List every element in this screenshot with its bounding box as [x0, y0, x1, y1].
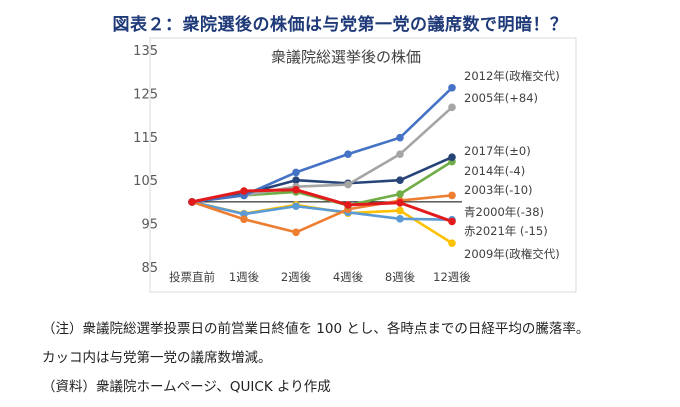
notes: （注）衆議院総選挙投票日の前営業日終値を 100 とし、各時点までの日経平均の騰… — [42, 316, 672, 400]
series-label: 2014年(-4) — [464, 164, 525, 178]
y-axis: 85 95 105 115 125 135 — [133, 44, 158, 276]
data-point — [240, 187, 248, 195]
data-point — [240, 215, 248, 224]
series-line — [190, 194, 454, 234]
data-point — [396, 198, 404, 207]
line-chart: 衆議院総選挙後の株価 85 95 105 115 125 135 投票直前 1週後 2週後 4週… — [133, 37, 577, 293]
figure-title: 図表２：衆院選後の株価は与党第一党の議席数で明暗！？ — [112, 15, 568, 35]
data-point — [448, 239, 456, 247]
data-point — [448, 191, 456, 200]
data-point — [448, 103, 456, 112]
series-line — [190, 86, 454, 204]
series-label: 2003年(-10) — [464, 183, 533, 197]
series-label: 2009年(政権交代) — [464, 247, 560, 261]
x-tick-label: 1週後 — [229, 270, 260, 284]
data-point — [344, 180, 352, 189]
data-point — [344, 150, 352, 158]
data-point — [448, 217, 456, 226]
data-point — [292, 168, 300, 177]
data-point — [396, 176, 404, 184]
data-point — [396, 206, 404, 215]
data-point — [188, 198, 196, 206]
data-point — [292, 185, 300, 194]
series-0 — [188, 83, 456, 206]
data-point — [240, 210, 248, 218]
series-6 — [188, 185, 456, 226]
x-tick-label: 8週後 — [385, 270, 416, 284]
data-point — [448, 153, 456, 161]
x-tick-label: 12週後 — [433, 270, 471, 284]
data-point — [292, 176, 300, 184]
series-line — [190, 188, 454, 223]
chart-title: 衆議院総選挙後の株価 — [271, 48, 421, 66]
y-tick-label: 95 — [141, 218, 158, 233]
series-layer — [188, 83, 456, 247]
series-line — [190, 105, 454, 204]
x-tick-label: 2週後 — [281, 270, 312, 284]
data-point — [396, 150, 404, 158]
data-point — [448, 83, 456, 92]
series-label: 青2000年(-38) — [464, 205, 544, 219]
data-point — [396, 133, 404, 142]
series-1 — [188, 103, 456, 206]
x-tick-label: 投票直前 — [169, 270, 215, 284]
data-point — [292, 202, 300, 211]
series-7 — [188, 198, 456, 247]
series-label: 2017年(±0) — [464, 144, 531, 158]
y-tick-label: 85 — [141, 261, 158, 276]
plot-area-border — [149, 37, 577, 293]
note-3: （資料）衆議院ホームページ、QUICK より作成 — [42, 379, 331, 395]
note-2: カッコ内は与党第一党の議席数増減。 — [42, 350, 272, 366]
x-tick-label: 4週後 — [333, 270, 364, 284]
series-line — [190, 200, 454, 221]
y-tick-label: 135 — [133, 44, 158, 59]
data-point — [344, 201, 352, 209]
series-label: 2012年(政権交代) — [464, 69, 560, 83]
series-label: 2005年(+84) — [464, 91, 538, 105]
data-point — [396, 190, 404, 198]
note-1: （注）衆議院総選挙投票日の前営業日終値を 100 とし、各時点までの日経平均の騰… — [42, 321, 590, 337]
legend-labels: 2012年(政権交代) 2005年(+84) 2017年(±0) 2014年(-4) 2… — [464, 69, 560, 261]
x-axis: 投票直前 1週後 2週後 4週後 8週後 12週後 — [169, 270, 471, 284]
y-tick-label: 125 — [133, 87, 158, 102]
data-point — [292, 228, 300, 237]
series-label: 赤2021年 (-15) — [464, 224, 548, 238]
y-tick-label: 115 — [133, 131, 158, 146]
data-point — [396, 215, 404, 223]
y-tick-label: 105 — [133, 174, 158, 189]
